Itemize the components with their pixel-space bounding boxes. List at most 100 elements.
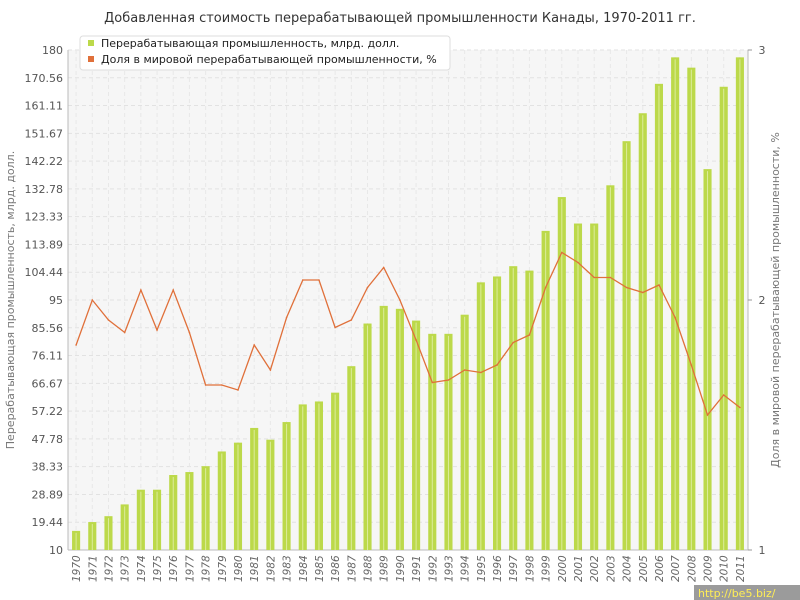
x-tick-label: 1993 (443, 555, 455, 582)
x-tick-label: 1976 (168, 555, 180, 582)
line-series (75, 251, 741, 417)
x-tick-label: 1974 (136, 555, 148, 582)
x-tick-label: 1990 (395, 555, 407, 582)
line-share-path (75, 251, 741, 417)
line-point-1976 (172, 289, 175, 291)
x-tick-label: 1975 (152, 555, 164, 582)
y-left-tick-label: 47.78 (32, 433, 64, 446)
y-left-tick-label: 38.33 (32, 461, 64, 474)
y-left-tick-label: 66.67 (32, 377, 64, 390)
y-left-tick-label: 104.44 (25, 266, 64, 279)
line-point-1975 (156, 329, 158, 331)
x-tick-label: 2006 (654, 555, 666, 582)
line-point-2011 (739, 406, 741, 409)
x-tick-label: 2005 (638, 555, 650, 582)
line-point-1999 (544, 286, 547, 289)
line-point-2004 (625, 286, 628, 289)
x-tick-label: 2000 (557, 555, 569, 582)
y-left-tick-label: 123.33 (25, 211, 64, 224)
line-point-1987 (350, 319, 353, 321)
line-point-1991 (415, 339, 417, 341)
x-tick-label: 1992 (427, 555, 439, 582)
x-tick-label: 1978 (201, 555, 213, 582)
legend-box (79, 35, 451, 71)
line-point-1994 (463, 369, 466, 371)
legend-label-bar: Перерабатывающая промышленность, млрд. д… (101, 37, 399, 50)
y-left-tick-label: 85.56 (32, 322, 64, 335)
x-tick-label: 2011 (735, 555, 747, 582)
line-point-1982 (269, 369, 272, 371)
line-point-1988 (366, 286, 369, 289)
x-tick-label: 1997 (508, 555, 520, 582)
x-tick-label: 1994 (460, 555, 472, 582)
y-left-tick-label: 113.89 (25, 238, 64, 251)
x-tick-label: 1986 (330, 555, 342, 582)
y-left-tick-label: 151.67 (25, 127, 64, 140)
line-point-1973 (123, 331, 126, 334)
x-tick-label: 2008 (686, 555, 698, 582)
x-tick-label: 2002 (589, 555, 601, 582)
line-point-2001 (577, 261, 579, 264)
y-left-tick-label: 76.11 (32, 350, 64, 363)
y-axis-left: 10 19.44 28.89 38.33 47.78 57.22 66.67 76.11 85.… (25, 44, 64, 557)
line-point-1997 (512, 341, 515, 344)
x-tick-label: 2001 (573, 555, 585, 582)
x-tick-label: 1979 (217, 555, 229, 582)
line-point-1970 (75, 344, 77, 346)
line-point-1981 (253, 344, 255, 346)
line-point-1990 (399, 299, 401, 301)
chart-title: Добавленная стоимость перерабатывающей п… (104, 11, 696, 26)
y-right-tick-label: 2 (759, 294, 766, 307)
y-left-tick-label: 132.78 (25, 183, 64, 196)
legend-swatch-bar (88, 40, 94, 46)
line-point-1989 (382, 266, 385, 269)
x-tick-label: 1989 (379, 555, 391, 582)
x-tick-label: 1970 (71, 555, 83, 582)
line-point-1993 (447, 379, 450, 381)
x-tick-label: 1988 (363, 555, 375, 582)
line-point-2000 (561, 251, 563, 254)
legend-swatch-line (88, 56, 94, 62)
line-point-1996 (496, 364, 498, 366)
x-tick-label: 1981 (249, 555, 261, 582)
y-axis-left-title: Перерабатывающая промышленность, млрд. д… (4, 151, 17, 449)
x-axis: 1970 1971 1972 1973 1974 1975 1976 1977 1978 1979… (71, 555, 747, 582)
x-tick-label: 1991 (411, 555, 423, 582)
x-tick-label: 1996 (492, 555, 504, 582)
x-tick-label: 1999 (541, 555, 553, 582)
x-tick-label: 1995 (476, 555, 488, 582)
y-left-tick-label: 142.22 (25, 155, 64, 168)
legend-label-line: Доля в мировой перерабатывающей промышле… (101, 53, 437, 66)
y-left-tick-label: 180 (42, 44, 63, 57)
x-tick-label: 2010 (719, 555, 731, 582)
line-point-2002 (593, 276, 595, 279)
line-point-1980 (237, 389, 239, 391)
line-point-1995 (480, 371, 482, 374)
line-point-1998 (528, 334, 531, 336)
line-point-1979 (221, 384, 223, 386)
x-tick-label: 2004 (622, 555, 634, 582)
x-tick-label: 1971 (87, 555, 99, 582)
y-axis-right-title: Доля в мировой перерабатывающей промышле… (769, 132, 782, 468)
line-point-1978 (204, 384, 207, 386)
x-tick-label: 1998 (524, 555, 536, 582)
y-left-tick-label: 161.11 (25, 100, 64, 113)
line-point-1971 (91, 299, 94, 301)
y-left-tick-label: 10 (49, 544, 63, 557)
line-point-1985 (318, 279, 320, 281)
bar-series (72, 57, 744, 551)
watermark: http://be5.biz/ (694, 585, 800, 600)
x-tick-label: 1987 (346, 555, 358, 582)
legend: Перерабатывающая промышленность, млрд. д… (79, 35, 451, 71)
line-point-2008 (690, 364, 693, 366)
x-tick-label: 1973 (120, 555, 132, 582)
y-left-tick-label: 170.56 (25, 72, 64, 85)
line-point-1977 (188, 331, 191, 334)
x-tick-label: 1983 (282, 555, 294, 582)
line-point-2006 (658, 284, 660, 286)
y-axis-right: 1 2 3 (748, 44, 766, 557)
line-point-1986 (334, 326, 336, 329)
x-tick-label: 1980 (233, 555, 245, 582)
x-tick-label: 2007 (670, 555, 682, 582)
